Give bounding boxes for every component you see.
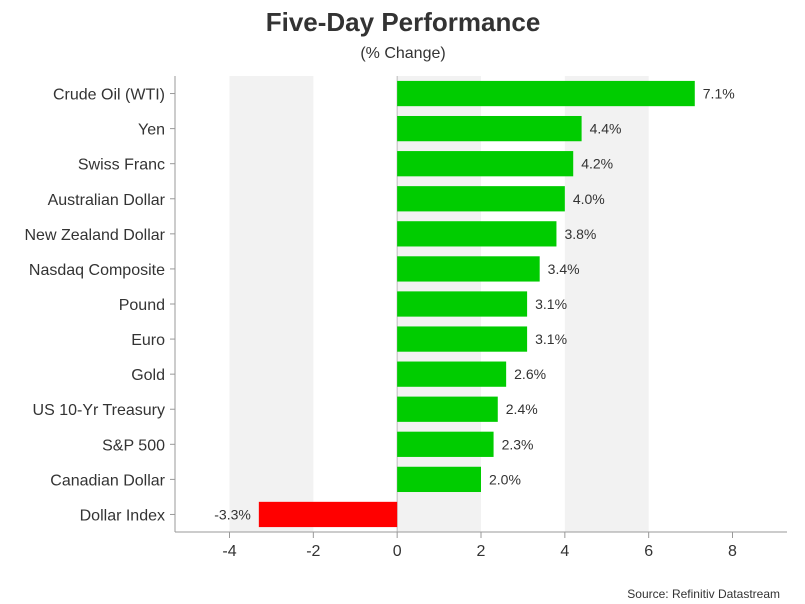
bar (397, 186, 565, 212)
category-label: Pound (119, 297, 165, 314)
value-label: 4.0% (573, 191, 605, 207)
category-labels: Crude Oil (WTI) Yen Swiss Franc Australian … (24, 87, 165, 525)
bar (397, 361, 507, 387)
category-label: New Zealand Dollar (24, 227, 165, 244)
category-label: Nasdaq Composite (29, 262, 165, 279)
chart-subtitle: (% Change) (360, 45, 445, 62)
category-label: Canadian Dollar (50, 472, 165, 489)
value-label: 2.6% (514, 366, 546, 382)
value-label: 3.4% (548, 261, 580, 277)
bar (397, 326, 528, 352)
value-label: 3.1% (535, 296, 567, 312)
x-axis-ticks: -4 -2 0 2 4 6 8 (222, 532, 737, 560)
category-label: Yen (138, 122, 165, 139)
x-tick-label: 2 (477, 543, 486, 560)
source-note: Source: Refinitiv Datastream (627, 587, 780, 601)
category-label: Euro (131, 332, 165, 349)
x-tick-label: 6 (644, 543, 653, 560)
background-band (564, 76, 649, 532)
x-tick-label: 4 (560, 543, 569, 560)
x-tick-label: -2 (306, 543, 320, 560)
value-label: 2.4% (506, 401, 538, 417)
bar (397, 221, 557, 247)
bar (397, 466, 481, 493)
category-label: Crude Oil (WTI) (53, 87, 165, 104)
x-tick-label: -4 (222, 543, 236, 560)
bars (258, 80, 695, 528)
bar (397, 115, 582, 142)
bar (397, 396, 498, 422)
value-label: 3.8% (564, 226, 596, 242)
x-tick-label: 8 (728, 543, 737, 560)
value-label: 4.4% (590, 121, 622, 137)
bar (397, 256, 540, 282)
category-label: Gold (131, 367, 165, 384)
bar (397, 151, 574, 177)
category-label: US 10-Yr Treasury (33, 402, 165, 419)
category-label: Dollar Index (80, 507, 165, 524)
bar (397, 80, 695, 107)
category-label: S&P 500 (102, 437, 165, 454)
value-labels: 7.1% 4.4% 4.2% 4.0% 3.8% 3.4% 3.1% 3.1% 2.6% 2.4%… (214, 86, 734, 523)
value-label: 3.1% (535, 331, 567, 347)
value-label: 2.3% (502, 436, 534, 452)
category-label: Australian Dollar (48, 192, 166, 209)
bar (397, 291, 528, 317)
value-label: 2.0% (489, 471, 521, 487)
chart-title: Five-Day Performance (266, 7, 541, 37)
bar (258, 501, 398, 528)
category-label: Swiss Franc (78, 157, 165, 174)
bar (397, 431, 494, 457)
value-label: 4.2% (581, 156, 613, 172)
value-label: 7.1% (703, 86, 735, 102)
background-band (229, 76, 314, 532)
value-label: -3.3% (214, 506, 251, 522)
x-tick-label: 0 (393, 543, 402, 560)
